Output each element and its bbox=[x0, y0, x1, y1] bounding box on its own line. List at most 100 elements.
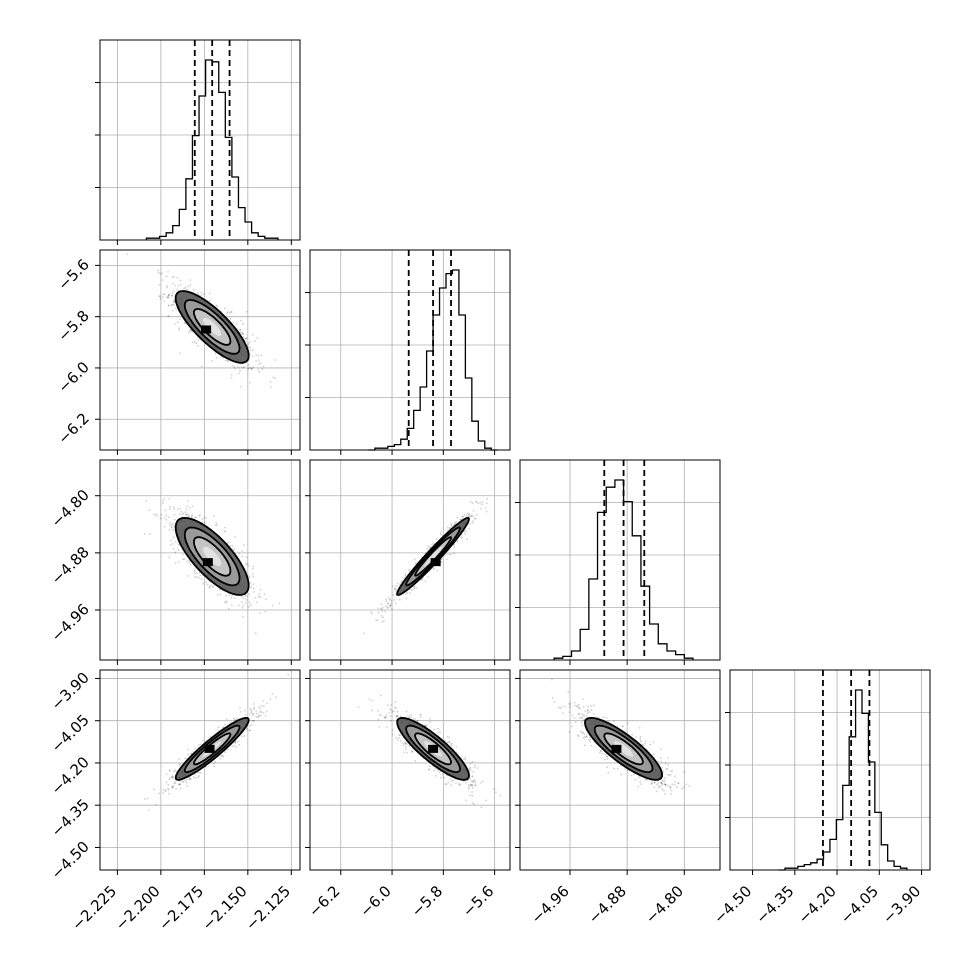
sample-point bbox=[660, 760, 663, 763]
sample-point bbox=[392, 710, 395, 713]
sample-point bbox=[174, 782, 177, 785]
sample-point bbox=[380, 614, 383, 617]
sample-point bbox=[464, 756, 467, 759]
sample-point bbox=[424, 580, 427, 583]
sample-point bbox=[167, 270, 169, 273]
sample-point bbox=[468, 768, 470, 771]
sample-point bbox=[223, 530, 226, 532]
sample-point bbox=[398, 734, 401, 737]
sample-point bbox=[468, 786, 471, 788]
sample-point bbox=[172, 529, 174, 531]
sample-point bbox=[640, 740, 643, 743]
sample-point bbox=[160, 513, 163, 516]
sample-point bbox=[426, 547, 428, 550]
sample-point bbox=[410, 589, 413, 591]
sample-point bbox=[428, 769, 430, 771]
sample-point bbox=[428, 721, 431, 723]
y-tick-label: −6.0 bbox=[54, 358, 92, 396]
sample-point bbox=[396, 582, 399, 585]
sample-point bbox=[599, 749, 602, 752]
sample-point bbox=[405, 742, 407, 745]
sample-point bbox=[186, 513, 189, 516]
sample-point bbox=[389, 604, 391, 607]
scatter-p1-p2-frame bbox=[309, 459, 511, 661]
sample-point bbox=[439, 531, 442, 534]
sample-point bbox=[162, 502, 164, 505]
sample-point bbox=[433, 728, 435, 731]
sample-point bbox=[234, 367, 236, 370]
sample-point bbox=[671, 769, 674, 772]
sample-point bbox=[185, 513, 188, 516]
sample-point bbox=[231, 544, 234, 547]
sample-point bbox=[251, 355, 254, 358]
sample-point bbox=[651, 782, 654, 785]
sample-point bbox=[429, 717, 432, 720]
sample-point bbox=[239, 385, 242, 388]
density-peak bbox=[204, 744, 215, 753]
sample-point bbox=[450, 553, 453, 556]
sample-point bbox=[400, 581, 403, 583]
sample-point bbox=[165, 514, 168, 517]
sample-point bbox=[394, 706, 396, 709]
sample-point bbox=[233, 548, 236, 550]
sample-point bbox=[471, 787, 474, 789]
sample-point bbox=[215, 356, 218, 359]
sample-point bbox=[395, 737, 398, 739]
sample-point bbox=[187, 515, 190, 518]
sample-point bbox=[250, 367, 253, 370]
sample-point bbox=[380, 713, 382, 716]
sample-point bbox=[168, 792, 170, 795]
sample-point bbox=[259, 707, 261, 710]
sample-point bbox=[216, 524, 218, 526]
sample-point bbox=[237, 366, 240, 369]
sample-point bbox=[159, 272, 162, 275]
histogram-panel-p3 bbox=[725, 670, 930, 871]
sample-point bbox=[197, 744, 200, 746]
sample-point bbox=[247, 368, 249, 370]
sample-point bbox=[224, 723, 227, 726]
sample-point bbox=[170, 527, 173, 529]
sample-point bbox=[165, 781, 168, 784]
sample-point bbox=[163, 525, 166, 528]
sample-point bbox=[668, 785, 671, 787]
sample-point bbox=[269, 386, 272, 389]
x-tick-label: −6.2 bbox=[305, 882, 343, 920]
y-tick-label: −4.50 bbox=[48, 838, 93, 883]
sample-point bbox=[171, 294, 174, 297]
sample-point bbox=[436, 569, 439, 572]
sample-point bbox=[240, 600, 243, 603]
sample-point bbox=[188, 561, 191, 564]
sample-point bbox=[224, 751, 227, 754]
sample-point bbox=[222, 755, 225, 758]
sample-point bbox=[462, 758, 465, 761]
sample-point bbox=[259, 612, 262, 615]
sample-point bbox=[669, 786, 672, 789]
sample-point bbox=[174, 769, 177, 772]
sample-point bbox=[260, 714, 262, 717]
sample-point bbox=[251, 719, 254, 722]
sample-point bbox=[194, 747, 197, 750]
sample-point bbox=[437, 731, 439, 734]
sample-point bbox=[471, 502, 474, 504]
panel-content bbox=[310, 460, 510, 660]
sample-point bbox=[450, 784, 453, 787]
sample-point bbox=[495, 791, 497, 794]
contour-line bbox=[405, 526, 461, 587]
sample-point bbox=[238, 743, 241, 746]
sample-point bbox=[469, 783, 472, 786]
sample-point bbox=[639, 739, 642, 742]
sample-point bbox=[463, 514, 466, 516]
sample-point bbox=[463, 530, 466, 533]
sample-point bbox=[396, 710, 399, 713]
sample-point bbox=[219, 593, 222, 596]
sample-point bbox=[243, 709, 246, 712]
x-tick-label: −2.200 bbox=[112, 882, 164, 934]
sample-point bbox=[441, 773, 444, 776]
sample-point bbox=[473, 780, 476, 783]
histogram-p2-frame bbox=[519, 459, 721, 661]
sample-point bbox=[214, 352, 217, 355]
sample-point bbox=[191, 341, 194, 344]
sample-point bbox=[410, 714, 412, 716]
sample-point bbox=[382, 616, 384, 619]
sample-point bbox=[467, 787, 470, 790]
